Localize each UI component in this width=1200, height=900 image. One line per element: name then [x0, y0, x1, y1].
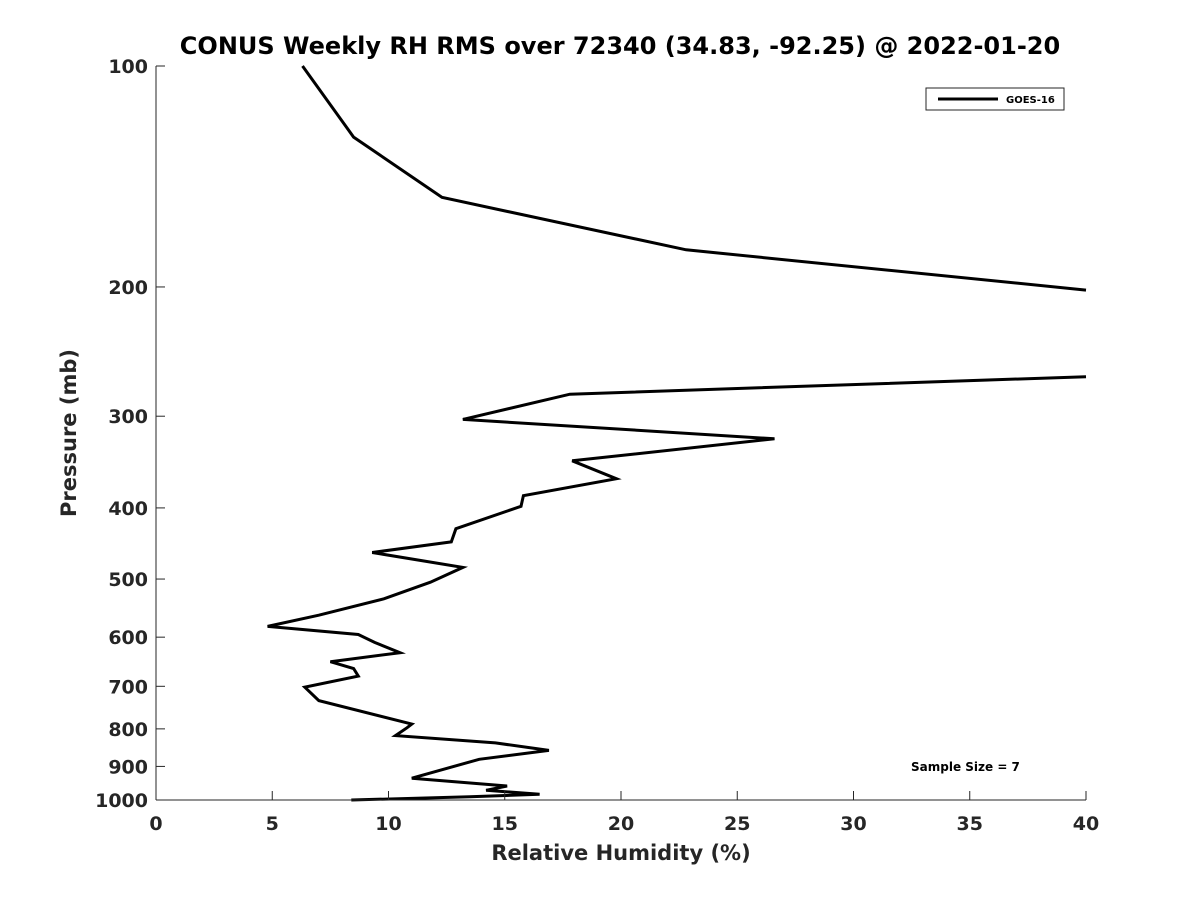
- series-line-segment-1: [301, 65, 1087, 292]
- y-tick-label: 200: [108, 277, 148, 299]
- plot-lines: [267, 65, 1087, 802]
- x-axis-label: Relative Humidity (%): [491, 841, 750, 865]
- y-tick-label: 700: [108, 676, 148, 698]
- y-tick-label: 300: [108, 406, 148, 428]
- y-axis-label: Pressure (mb): [57, 349, 81, 517]
- y-tick-label: 400: [108, 498, 148, 520]
- y-tick-label: 800: [108, 719, 148, 741]
- x-tick-label: 30: [840, 813, 866, 835]
- y-tick-label: 1000: [95, 790, 148, 812]
- series-line-segment-2: [267, 375, 1087, 802]
- x-tick-label: 25: [724, 813, 750, 835]
- legend-label: GOES-16: [1006, 95, 1055, 106]
- y-ticks: 100 200 300 400 500 600 700 800 900 1000: [95, 56, 165, 812]
- x-tick-label: 0: [149, 813, 162, 835]
- legend: GOES-16: [925, 87, 1065, 111]
- x-tick-label: 10: [375, 813, 401, 835]
- x-tick-label: 40: [1073, 813, 1099, 835]
- x-tick-label: 20: [608, 813, 634, 835]
- sample-size-annotation: Sample Size = 7: [911, 760, 1020, 774]
- x-ticks: 0 5 10 15 20 25 30 35 40: [149, 791, 1099, 835]
- chart-title: CONUS Weekly RH RMS over 72340 (34.83, -…: [180, 32, 1060, 60]
- x-tick-label: 35: [957, 813, 983, 835]
- y-tick-label: 900: [108, 756, 148, 778]
- axes: [155, 66, 1086, 801]
- x-tick-label: 5: [266, 813, 279, 835]
- y-tick-label: 500: [108, 569, 148, 591]
- y-tick-label: 100: [108, 56, 148, 78]
- y-tick-label: 600: [108, 627, 148, 649]
- x-tick-label: 15: [492, 813, 518, 835]
